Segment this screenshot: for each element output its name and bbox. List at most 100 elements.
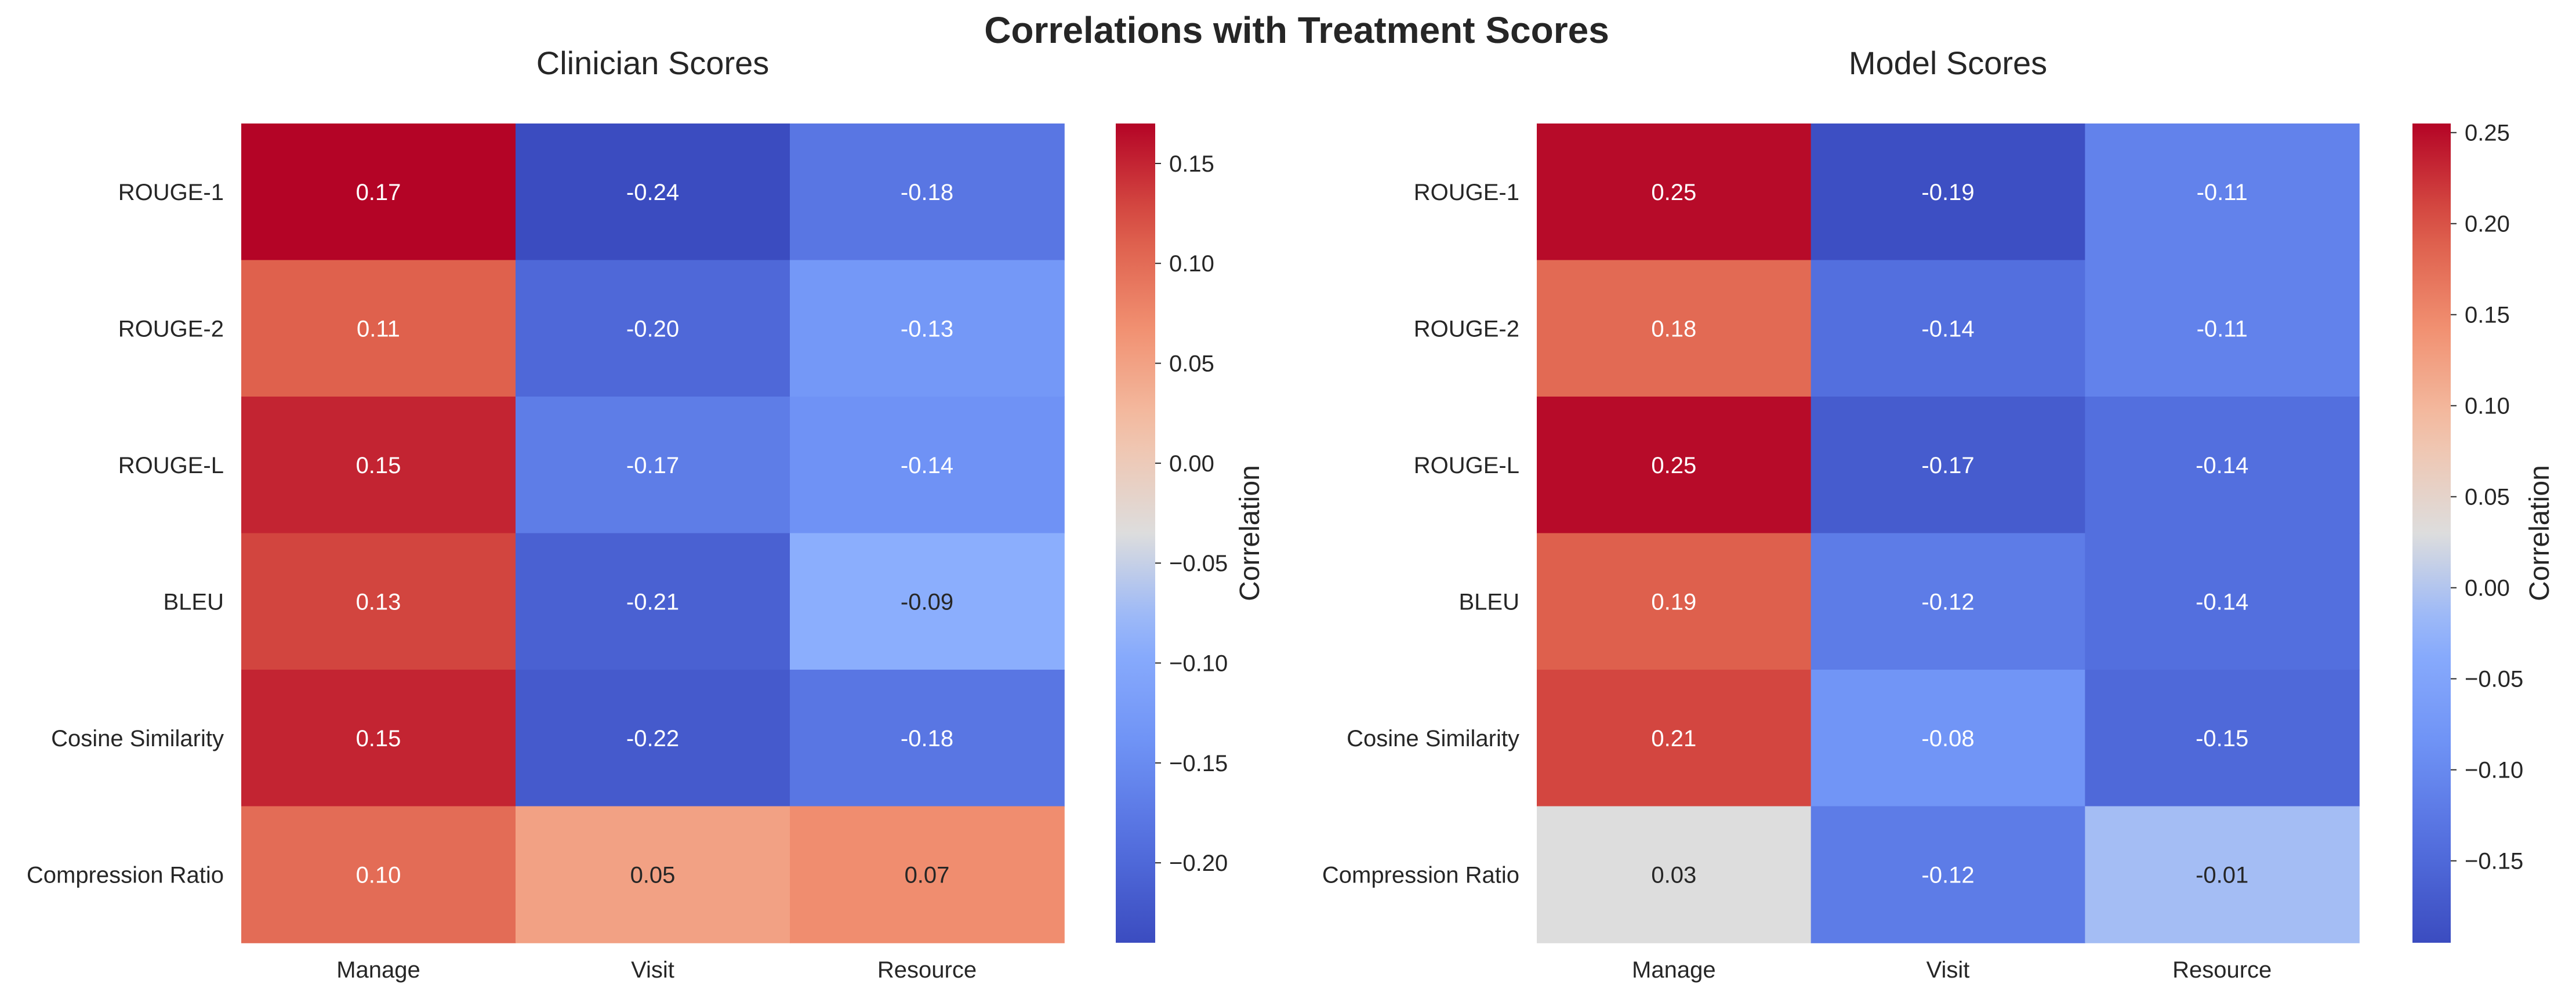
heatmap-cell (790, 806, 1065, 943)
cell-value-label: -0.22 (626, 726, 679, 751)
column-label: Visit (631, 957, 674, 983)
cell-value-label: 0.03 (1651, 862, 1696, 888)
heatmap-cell (790, 260, 1065, 397)
colorbar-tick-label: −0.10 (1169, 651, 1228, 677)
heatmap-cell (2085, 806, 2360, 943)
cell-value-label: -0.08 (1921, 726, 1974, 751)
heatmap-cell (2085, 533, 2360, 670)
cell-value-label: 0.07 (905, 862, 950, 888)
row-label: BLEU (1459, 589, 1520, 615)
colorbar-tick-label: 0.10 (2465, 394, 2510, 419)
colorbar-tick-label: −0.10 (2465, 758, 2523, 783)
colorbar-tick-label: −0.05 (2465, 667, 2523, 692)
model-heatmap-panel: Model Scores 0.25 -0.19 -0.11 0.18 -0.14 -0.11… (1322, 45, 2555, 983)
row-label: BLEU (164, 589, 224, 615)
model-colorbar (2412, 123, 2451, 943)
cell-value-label: 0.13 (356, 589, 401, 615)
column-label: Manage (1632, 957, 1716, 983)
cell-value-label: -0.14 (901, 453, 953, 478)
heatmap-cell (790, 123, 1065, 261)
cell-value-label: 0.11 (357, 316, 400, 342)
heatmap-cell (2085, 397, 2360, 534)
heatmap-cell (790, 397, 1065, 534)
colorbar-label: Correlation (2524, 465, 2555, 601)
cell-value-label: -0.12 (1921, 589, 1974, 615)
cell-value-label: -0.21 (626, 589, 679, 615)
cell-value-label: 0.05 (630, 862, 676, 888)
colorbar-tick-label: 0.05 (2465, 485, 2510, 510)
cell-value-label: -0.14 (2196, 589, 2248, 615)
cell-value-label: -0.19 (1921, 180, 1974, 205)
heatmap-cell (2085, 123, 2360, 261)
colorbar-tick-label: 0.10 (1169, 251, 1214, 277)
cell-value-label: 0.21 (1651, 726, 1696, 751)
cell-value-label: 0.19 (1651, 589, 1696, 615)
heatmap-cell (241, 670, 516, 807)
cell-value-label: -0.13 (901, 316, 953, 342)
clinician-panel-title: Clinician Scores (536, 45, 770, 81)
row-label: ROUGE-1 (1414, 180, 1519, 205)
row-label: Cosine Similarity (51, 726, 224, 751)
row-label: Compression Ratio (1322, 862, 1519, 888)
column-label: Resource (877, 957, 977, 983)
cell-value-label: 0.25 (1651, 453, 1696, 478)
colorbar-tick-label: −0.20 (1169, 851, 1228, 876)
heatmap-cell (1811, 533, 2086, 670)
heatmap-cell (1537, 397, 1812, 534)
cell-value-label: -0.12 (1921, 862, 1974, 888)
heatmap-cell (2085, 260, 2360, 397)
cell-value-label: -0.20 (626, 316, 679, 342)
heatmap-cell (1537, 533, 1812, 670)
cell-value-label: -0.17 (626, 453, 679, 478)
colorbar-tick-label: 0.00 (1169, 451, 1214, 477)
heatmap-cell (1537, 260, 1812, 397)
heatmap-cell (241, 260, 516, 397)
column-label: Visit (1926, 957, 1970, 983)
column-label: Manage (336, 957, 420, 983)
heatmap-cell (1811, 397, 2086, 534)
heatmap-cell (1811, 123, 2086, 261)
heatmap-cell (516, 260, 790, 397)
row-label: ROUGE-2 (118, 316, 224, 342)
heatmap-cell (1537, 670, 1812, 807)
heatmap-cell (2085, 670, 2360, 807)
heatmap-cell (1811, 260, 2086, 397)
row-label: ROUGE-2 (1414, 316, 1519, 342)
cell-value-label: -0.24 (626, 180, 679, 205)
heatmap-cell (241, 123, 516, 261)
row-label: ROUGE-L (1414, 453, 1519, 478)
colorbar-tick-label: 0.15 (1169, 151, 1214, 177)
cell-value-label: -0.09 (901, 589, 953, 615)
heatmap-cell (1537, 123, 1812, 261)
colorbar-tick-label: −0.05 (1169, 551, 1228, 576)
cell-value-label: 0.15 (356, 726, 401, 751)
heatmap-cell (516, 670, 790, 807)
figure-title: Correlations with Treatment Scores (984, 9, 1609, 51)
row-label: ROUGE-1 (118, 180, 224, 205)
heatmap-cell (241, 533, 516, 670)
colorbar-tick-label: −0.15 (1169, 751, 1228, 776)
cell-value-label: 0.15 (356, 453, 401, 478)
cell-value-label: 0.17 (356, 180, 401, 205)
heatmap-cell (790, 670, 1065, 807)
cell-value-label: 0.10 (356, 862, 401, 888)
colorbar-tick-label: −0.15 (2465, 849, 2523, 874)
cell-value-label: -0.11 (2197, 316, 2248, 342)
colorbar-tick-label: 0.15 (2465, 303, 2510, 328)
cell-value-label: -0.18 (901, 180, 953, 205)
cell-value-label: -0.14 (1921, 316, 1974, 342)
heatmap-cell (241, 806, 516, 943)
cell-value-label: 0.18 (1651, 316, 1696, 342)
cell-value-label: -0.18 (901, 726, 953, 751)
heatmap-cell (241, 397, 516, 534)
cell-value-label: 0.25 (1651, 180, 1696, 205)
heatmap-cell (516, 123, 790, 261)
colorbar-tick-label: 0.25 (2465, 121, 2510, 146)
colorbar-tick-label: 0.05 (1169, 351, 1214, 377)
heatmap-cell (790, 533, 1065, 670)
model-panel-title: Model Scores (1849, 45, 2047, 81)
clinician-heatmap-panel: Clinician Scores 0.17 -0.24 -0.18 0.11 -0.20 -… (27, 45, 1265, 983)
colorbar-tick-label: 0.00 (2465, 576, 2510, 601)
heatmap-cell (1537, 806, 1812, 943)
